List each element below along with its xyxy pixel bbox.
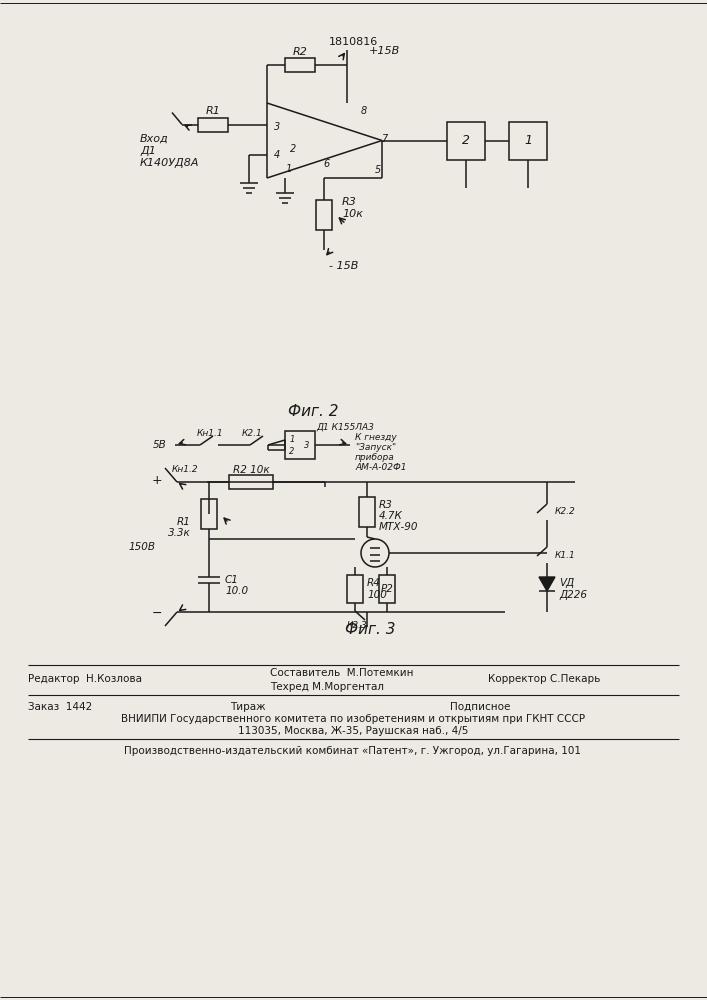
Text: Кн1.1: Кн1.1 bbox=[197, 428, 223, 438]
Text: К1.1: К1.1 bbox=[555, 550, 575, 560]
Text: Фиг. 2: Фиг. 2 bbox=[288, 404, 338, 420]
Text: +: + bbox=[152, 475, 163, 488]
Bar bbox=[359, 497, 375, 527]
Text: 5В: 5В bbox=[153, 440, 167, 450]
Bar bbox=[201, 499, 217, 529]
Text: Составитель  М.Потемкин: Составитель М.Потемкин bbox=[270, 668, 414, 678]
Text: Корректор С.Пекарь: Корректор С.Пекарь bbox=[488, 674, 600, 684]
Text: К2.1: К2.1 bbox=[242, 428, 262, 438]
Text: 1: 1 bbox=[286, 164, 292, 174]
Text: Подписное: Подписное bbox=[450, 702, 510, 712]
Text: Тираж: Тираж bbox=[230, 702, 266, 712]
Text: R2: R2 bbox=[293, 47, 308, 57]
Text: Д1: Д1 bbox=[140, 145, 156, 156]
Text: ВНИИПИ Государственного комитета по изобретениям и открытиям при ГКНТ СССР: ВНИИПИ Государственного комитета по изоб… bbox=[121, 714, 585, 724]
Text: R1: R1 bbox=[206, 106, 221, 116]
Text: 8: 8 bbox=[361, 106, 367, 116]
Text: 4: 4 bbox=[274, 149, 280, 159]
Bar bbox=[229, 475, 273, 489]
Bar bbox=[285, 431, 315, 459]
Text: Д226: Д226 bbox=[559, 590, 587, 600]
Text: прибора: прибора bbox=[355, 452, 395, 462]
Text: 4.7К: 4.7К bbox=[379, 511, 403, 521]
Text: 3: 3 bbox=[274, 121, 280, 131]
Text: −: − bbox=[152, 606, 162, 619]
Text: 113035, Москва, Ж-35, Раушская наб., 4/5: 113035, Москва, Ж-35, Раушская наб., 4/5 bbox=[238, 726, 468, 736]
Text: R2 10к: R2 10к bbox=[233, 465, 269, 475]
Bar bbox=[198, 117, 228, 131]
Text: С1: С1 bbox=[225, 575, 239, 585]
Text: +15В: +15В bbox=[369, 46, 400, 56]
Text: 2: 2 bbox=[290, 143, 296, 153]
Text: R3: R3 bbox=[379, 500, 393, 510]
Text: - 15В: - 15В bbox=[329, 261, 358, 271]
Text: 150В: 150В bbox=[129, 542, 156, 552]
Bar bbox=[316, 200, 332, 230]
Polygon shape bbox=[539, 577, 555, 591]
Text: VД: VД bbox=[559, 578, 574, 588]
Text: Производственно-издательский комбинат «Патент», г. Ужгород, ул.Гагарина, 101: Производственно-издательский комбинат «П… bbox=[124, 746, 581, 756]
Text: Кн1.2: Кн1.2 bbox=[172, 466, 198, 475]
Text: 1: 1 bbox=[524, 134, 532, 147]
Text: 1: 1 bbox=[289, 436, 295, 444]
Text: 1810816: 1810816 bbox=[328, 37, 378, 47]
Text: 10.0: 10.0 bbox=[225, 586, 248, 596]
Text: К140УД8А: К140УД8А bbox=[140, 157, 199, 168]
Bar bbox=[509, 121, 547, 159]
Text: Техред М.Моргентал: Техред М.Моргентал bbox=[270, 682, 384, 692]
Text: R1: R1 bbox=[177, 517, 191, 527]
Text: 2: 2 bbox=[289, 446, 295, 456]
Text: К2.3: К2.3 bbox=[346, 620, 368, 630]
Text: 100: 100 bbox=[367, 590, 387, 600]
Text: R4: R4 bbox=[367, 578, 381, 588]
Text: Д1 К155ЛА3: Д1 К155ЛА3 bbox=[316, 422, 374, 432]
Text: 2: 2 bbox=[462, 134, 470, 147]
Text: Редактор  Н.Козлова: Редактор Н.Козлова bbox=[28, 674, 142, 684]
Text: Вход: Вход bbox=[140, 133, 169, 143]
Bar bbox=[347, 575, 363, 603]
Text: АМ-А-02Ф1: АМ-А-02Ф1 bbox=[355, 462, 407, 472]
Text: 5: 5 bbox=[375, 165, 381, 175]
Text: К гнезду: К гнезду bbox=[355, 432, 397, 442]
Text: 6: 6 bbox=[324, 159, 330, 169]
Text: 3: 3 bbox=[304, 440, 310, 450]
Text: "Запуск": "Запуск" bbox=[355, 442, 396, 452]
Text: 3.3к: 3.3к bbox=[168, 528, 191, 538]
Text: R3: R3 bbox=[342, 197, 357, 207]
Bar bbox=[379, 575, 395, 603]
Text: 7: 7 bbox=[381, 133, 387, 143]
Text: МТХ-90: МТХ-90 bbox=[379, 522, 419, 532]
Text: 10к: 10к bbox=[342, 209, 363, 219]
Bar bbox=[447, 121, 485, 159]
Text: Заказ  1442: Заказ 1442 bbox=[28, 702, 92, 712]
Text: К2.2: К2.2 bbox=[555, 508, 575, 516]
Text: Фиг. 3: Фиг. 3 bbox=[345, 622, 395, 638]
Text: Р2: Р2 bbox=[380, 584, 393, 594]
Bar bbox=[285, 58, 315, 72]
